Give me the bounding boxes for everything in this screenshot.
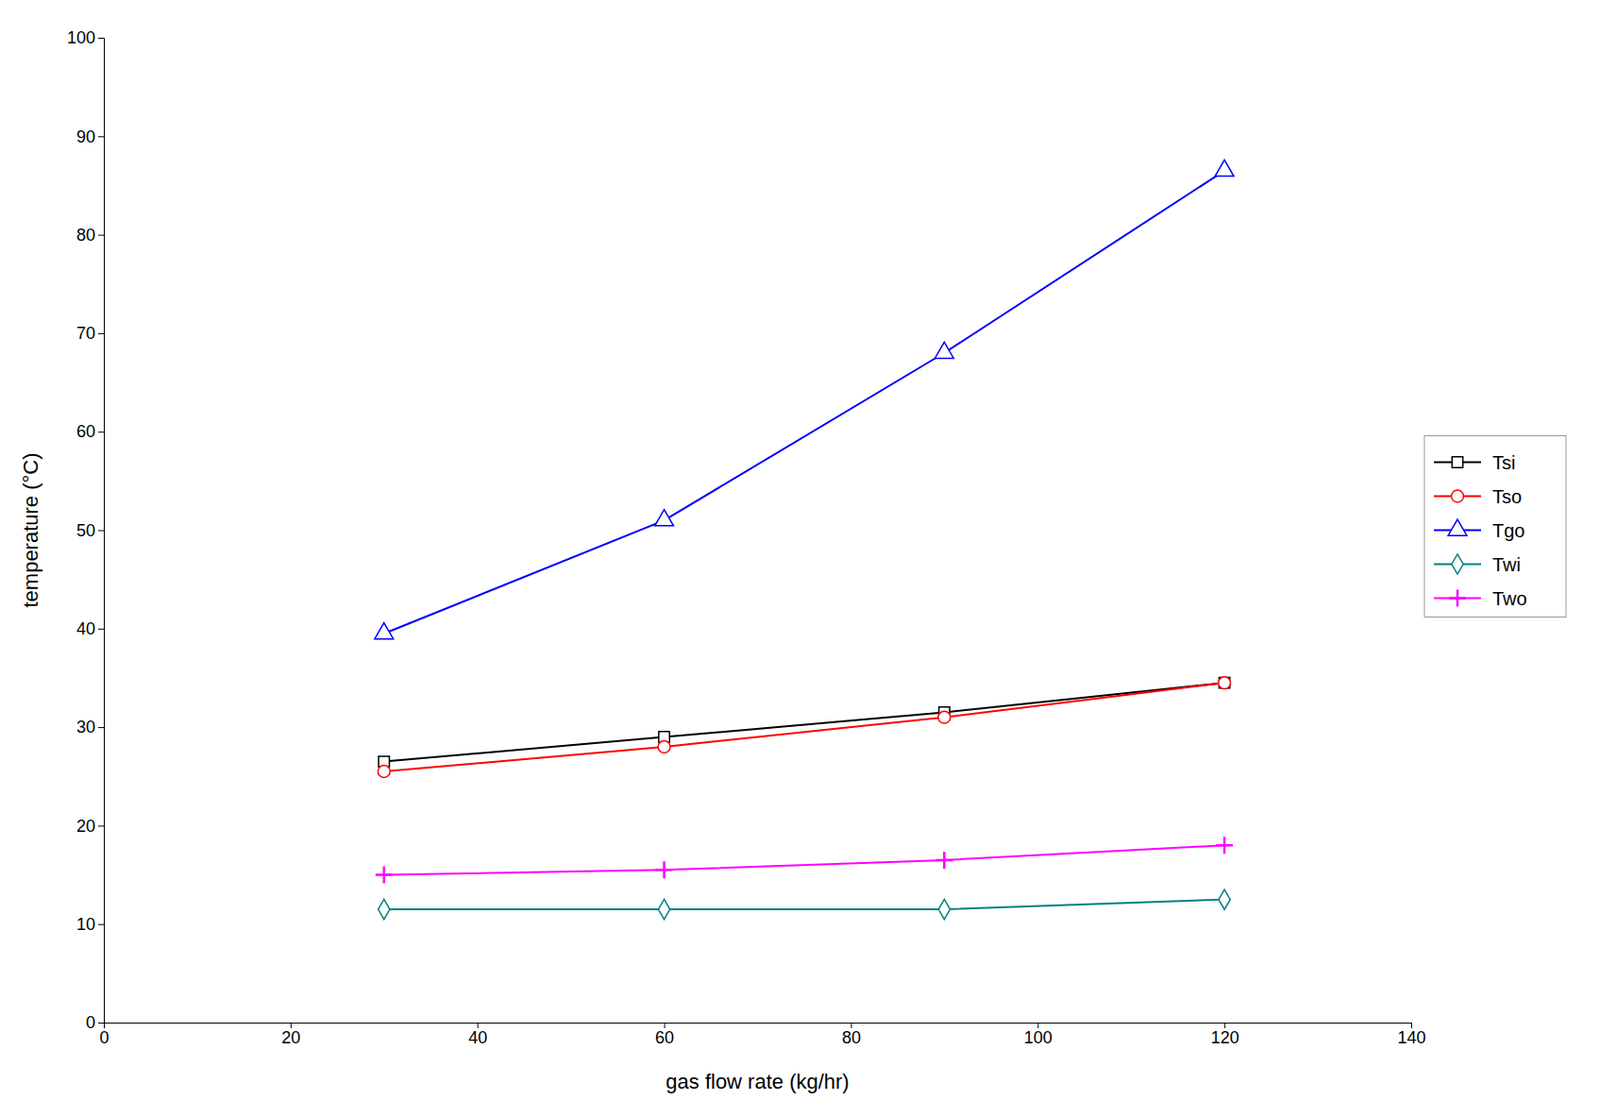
tick-label: 30 bbox=[76, 717, 96, 737]
tick-mark bbox=[98, 37, 104, 39]
legend-label: Tso bbox=[1492, 486, 1522, 507]
legend-marker bbox=[1448, 589, 1466, 607]
point-marker bbox=[656, 860, 674, 878]
legend-label: Tsi bbox=[1492, 452, 1516, 473]
point-marker bbox=[375, 866, 393, 884]
tick-mark bbox=[98, 825, 104, 826]
x-axis-title: gas flow rate (kg/hr) bbox=[665, 1069, 849, 1094]
tick: 50 bbox=[76, 521, 104, 540]
tick-label: 120 bbox=[1211, 1027, 1240, 1047]
point-marker bbox=[1215, 836, 1233, 854]
tick-mark bbox=[98, 431, 104, 433]
tick-mark bbox=[98, 924, 104, 926]
tick-label: 0 bbox=[85, 1012, 96, 1032]
point-marker bbox=[655, 509, 674, 526]
legend-marker bbox=[1448, 519, 1467, 536]
tick-label: 0 bbox=[99, 1027, 109, 1047]
axis-line bbox=[98, 38, 105, 1024]
point-marker bbox=[938, 898, 950, 919]
point-marker bbox=[657, 741, 671, 754]
tick: 10 bbox=[76, 914, 104, 934]
series-line bbox=[384, 844, 1225, 875]
tick: 0 bbox=[85, 1012, 104, 1032]
point-marker bbox=[378, 898, 390, 919]
tick: 0 bbox=[99, 1022, 109, 1047]
tick: 80 bbox=[76, 225, 104, 245]
y-axis: 0 10 20 30 40 50 60 70 80 90 100 bbox=[67, 28, 105, 1032]
tick-mark bbox=[98, 333, 104, 335]
point-marker bbox=[1218, 889, 1230, 910]
series-line bbox=[384, 682, 1225, 761]
point-marker bbox=[374, 623, 394, 640]
tick-mark bbox=[98, 628, 104, 630]
tick-mark bbox=[98, 235, 104, 236]
point-marker bbox=[1218, 676, 1230, 688]
tick-label: 20 bbox=[76, 816, 96, 836]
tick-label: 40 bbox=[468, 1027, 488, 1047]
tick: 140 bbox=[1397, 1022, 1426, 1047]
series-line bbox=[384, 682, 1225, 772]
tick-label: 60 bbox=[76, 421, 96, 441]
series-line bbox=[384, 899, 1225, 910]
tick-label: 80 bbox=[842, 1027, 861, 1047]
tick-label: 70 bbox=[76, 323, 96, 343]
marks bbox=[374, 159, 1234, 919]
tick-mark bbox=[98, 1022, 104, 1024]
legend-label: Tgo bbox=[1492, 520, 1525, 541]
legend-item: Two bbox=[1433, 588, 1528, 609]
legend-item: Tso bbox=[1433, 486, 1522, 507]
point-marker bbox=[938, 710, 951, 724]
point-marker bbox=[657, 898, 670, 919]
legend: Tsi Tso Tgo Twi Two bbox=[1424, 436, 1567, 618]
legend-label: Two bbox=[1492, 588, 1528, 609]
point-marker bbox=[934, 341, 954, 358]
legend-marker bbox=[1451, 489, 1465, 503]
tick: 30 bbox=[76, 717, 104, 737]
point-marker bbox=[1214, 159, 1234, 176]
tick-label: 40 bbox=[76, 619, 96, 639]
tick: 60 bbox=[655, 1022, 674, 1047]
legend-marker bbox=[1451, 456, 1463, 468]
chart: 0 20 40 60 80 100 120 140 0 10 20 30 40 50 60 70 80 90 100… bbox=[0, 0, 1600, 1117]
tick: 120 bbox=[1211, 1022, 1240, 1047]
tick-label: 100 bbox=[67, 28, 96, 48]
tick-label: 80 bbox=[76, 225, 96, 245]
tick: 90 bbox=[76, 127, 104, 147]
tick: 20 bbox=[281, 1022, 301, 1047]
tick: 40 bbox=[468, 1022, 488, 1047]
tick: 20 bbox=[76, 816, 104, 836]
series-line bbox=[384, 170, 1225, 634]
tick: 100 bbox=[1024, 1022, 1053, 1047]
tick-label: 20 bbox=[281, 1027, 301, 1047]
legend-item: Tsi bbox=[1433, 452, 1516, 473]
tick-mark bbox=[98, 726, 104, 728]
point-marker bbox=[935, 851, 953, 869]
tick-label: 90 bbox=[76, 127, 96, 147]
point-marker bbox=[377, 765, 390, 778]
tick: 100 bbox=[67, 28, 104, 48]
tick-mark bbox=[98, 530, 104, 532]
x-axis: 0 20 40 60 80 100 120 140 bbox=[99, 1022, 1426, 1047]
tick-mark bbox=[98, 135, 104, 137]
tick: 70 bbox=[76, 323, 104, 343]
tick-label: 50 bbox=[76, 521, 96, 540]
plot: 0 20 40 60 80 100 120 140 0 10 20 30 40 50 60 70 80 90 100 bbox=[67, 28, 1427, 1047]
tick: 60 bbox=[76, 421, 104, 441]
legend-box bbox=[1424, 436, 1567, 618]
tick-label: 60 bbox=[655, 1027, 674, 1047]
tick-label: 100 bbox=[1024, 1027, 1053, 1047]
legend-item: Tgo bbox=[1433, 519, 1525, 540]
tick-label: 140 bbox=[1397, 1027, 1426, 1047]
y-axis-title: temperature (°C) bbox=[18, 452, 43, 607]
legend-label: Twi bbox=[1492, 554, 1521, 575]
legend-item: Twi bbox=[1433, 554, 1521, 575]
tick-label: 10 bbox=[76, 914, 96, 934]
point-marker bbox=[1218, 676, 1231, 690]
tick: 40 bbox=[76, 619, 104, 639]
legend-marker bbox=[1451, 554, 1464, 574]
tick: 80 bbox=[842, 1022, 861, 1047]
